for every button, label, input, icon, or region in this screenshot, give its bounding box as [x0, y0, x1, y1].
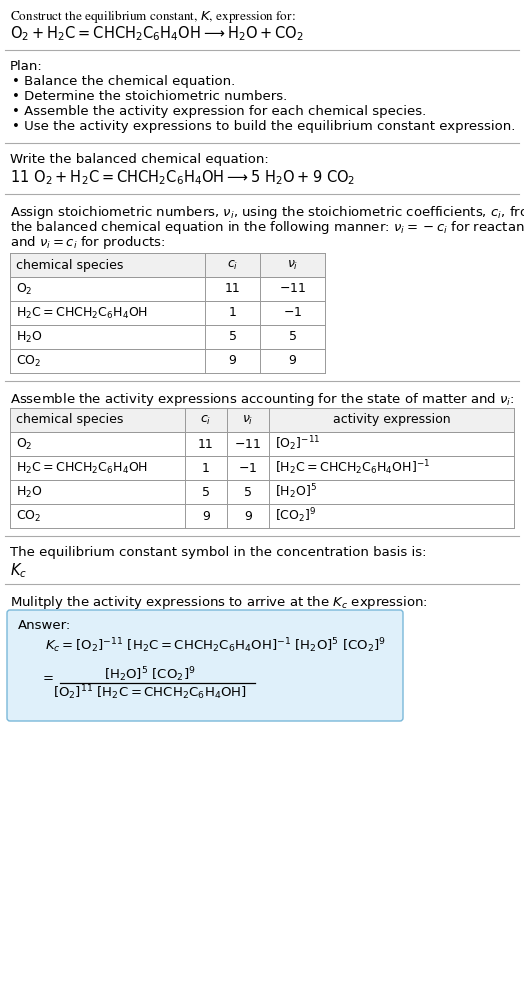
Text: $[\mathrm{H_2C{=}CHCH_2C_6H_4OH}]^{-1}$: $[\mathrm{H_2C{=}CHCH_2C_6H_4OH}]^{-1}$: [275, 459, 430, 478]
Bar: [10, 277, 325, 301]
Text: $=$: $=$: [40, 671, 54, 684]
Text: • Use the activity expressions to build the equilibrium constant expression.: • Use the activity expressions to build …: [12, 120, 516, 133]
Text: $K_c$: $K_c$: [10, 561, 27, 580]
Text: $c_i$: $c_i$: [227, 258, 238, 272]
Text: $\mathrm{CO_2}$: $\mathrm{CO_2}$: [16, 354, 41, 368]
Text: $\mathrm{O_2}$: $\mathrm{O_2}$: [16, 282, 32, 296]
Bar: [10, 325, 325, 349]
Text: 9: 9: [289, 355, 297, 367]
Text: $-1$: $-1$: [238, 462, 258, 475]
Text: $\mathrm{CO_2}$: $\mathrm{CO_2}$: [16, 508, 41, 524]
Text: $\mathrm{O_2}$: $\mathrm{O_2}$: [16, 436, 32, 451]
Text: $[\mathrm{H_2O}]^5\ [\mathrm{CO_2}]^9$: $[\mathrm{H_2O}]^5\ [\mathrm{CO_2}]^9$: [104, 665, 196, 684]
Text: $\nu_i$: $\nu_i$: [287, 258, 298, 272]
Text: Mulitply the activity expressions to arrive at the $K_c$ expression:: Mulitply the activity expressions to arr…: [10, 594, 428, 611]
Bar: [10, 408, 514, 432]
Text: 11: 11: [198, 437, 214, 450]
Text: 11: 11: [225, 283, 241, 296]
Text: chemical species: chemical species: [16, 414, 123, 427]
Bar: [10, 504, 514, 528]
Text: $[\mathrm{O_2}]^{11}\ [\mathrm{H_2C{=}CHCH_2C_6H_4OH}]$: $[\mathrm{O_2}]^{11}\ [\mathrm{H_2C{=}CH…: [53, 683, 247, 701]
Text: the balanced chemical equation in the following manner: $\nu_i = -c_i$ for react: the balanced chemical equation in the fo…: [10, 219, 524, 236]
Text: 9: 9: [202, 509, 210, 522]
Text: $\nu_i$: $\nu_i$: [242, 414, 254, 427]
Text: 5: 5: [228, 331, 236, 344]
Text: $[\mathrm{H_2O}]^5$: $[\mathrm{H_2O}]^5$: [275, 483, 317, 501]
Text: $\mathrm{H_2O}$: $\mathrm{H_2O}$: [16, 485, 42, 499]
Text: Write the balanced chemical equation:: Write the balanced chemical equation:: [10, 153, 269, 166]
Text: • Determine the stoichiometric numbers.: • Determine the stoichiometric numbers.: [12, 90, 287, 103]
Text: $K_c = [\mathrm{O_2}]^{-11}\ [\mathrm{H_2C{=}CHCH_2C_6H_4OH}]^{-1}\ [\mathrm{H_2: $K_c = [\mathrm{O_2}]^{-11}\ [\mathrm{H_…: [45, 636, 386, 655]
Text: $-11$: $-11$: [279, 283, 306, 296]
Text: $\mathrm{H_2O}$: $\mathrm{H_2O}$: [16, 329, 42, 345]
Text: 1: 1: [202, 462, 210, 475]
Text: 1: 1: [228, 306, 236, 319]
Text: $-11$: $-11$: [234, 437, 261, 450]
Text: $\mathrm{H_2C{=}CHCH_2C_6H_4OH}$: $\mathrm{H_2C{=}CHCH_2C_6H_4OH}$: [16, 460, 148, 476]
Text: Assemble the activity expressions accounting for the state of matter and $\nu_i$: Assemble the activity expressions accoun…: [10, 391, 515, 408]
Text: 5: 5: [202, 486, 210, 498]
Text: $[\mathrm{CO_2}]^9$: $[\mathrm{CO_2}]^9$: [275, 506, 316, 525]
Text: $\mathrm{O_2 + H_2C{=}CHCH_2C_6H_4OH \longrightarrow H_2O + CO_2}$: $\mathrm{O_2 + H_2C{=}CHCH_2C_6H_4OH \lo…: [10, 24, 304, 42]
Bar: [10, 301, 325, 325]
Bar: [10, 456, 514, 480]
Text: • Balance the chemical equation.: • Balance the chemical equation.: [12, 75, 235, 88]
Bar: [10, 349, 325, 373]
Bar: [10, 480, 514, 504]
Text: 5: 5: [289, 331, 297, 344]
Bar: [10, 253, 325, 277]
Text: $[\mathrm{O_2}]^{-11}$: $[\mathrm{O_2}]^{-11}$: [275, 434, 320, 453]
Text: $\mathrm{H_2C{=}CHCH_2C_6H_4OH}$: $\mathrm{H_2C{=}CHCH_2C_6H_4OH}$: [16, 305, 148, 320]
Text: Assign stoichiometric numbers, $\nu_i$, using the stoichiometric coefficients, $: Assign stoichiometric numbers, $\nu_i$, …: [10, 204, 524, 221]
Text: $\mathrm{11\ O_2 + H_2C{=}CHCH_2C_6H_4OH \longrightarrow 5\ H_2O + 9\ CO_2}$: $\mathrm{11\ O_2 + H_2C{=}CHCH_2C_6H_4OH…: [10, 168, 355, 187]
Text: 5: 5: [244, 486, 252, 498]
Text: chemical species: chemical species: [16, 258, 123, 272]
Text: $-1$: $-1$: [283, 306, 302, 319]
Text: • Assemble the activity expression for each chemical species.: • Assemble the activity expression for e…: [12, 105, 426, 118]
Bar: [10, 432, 514, 456]
Text: 9: 9: [244, 509, 252, 522]
Text: The equilibrium constant symbol in the concentration basis is:: The equilibrium constant symbol in the c…: [10, 546, 427, 559]
Text: Construct the equilibrium constant, $K$, expression for:: Construct the equilibrium constant, $K$,…: [10, 8, 296, 25]
Text: activity expression: activity expression: [333, 414, 450, 427]
Text: Answer:: Answer:: [18, 619, 71, 632]
Text: 9: 9: [228, 355, 236, 367]
FancyBboxPatch shape: [7, 610, 403, 721]
Text: and $\nu_i = c_i$ for products:: and $\nu_i = c_i$ for products:: [10, 234, 166, 251]
Text: $c_i$: $c_i$: [200, 414, 212, 427]
Text: Plan:: Plan:: [10, 60, 43, 73]
